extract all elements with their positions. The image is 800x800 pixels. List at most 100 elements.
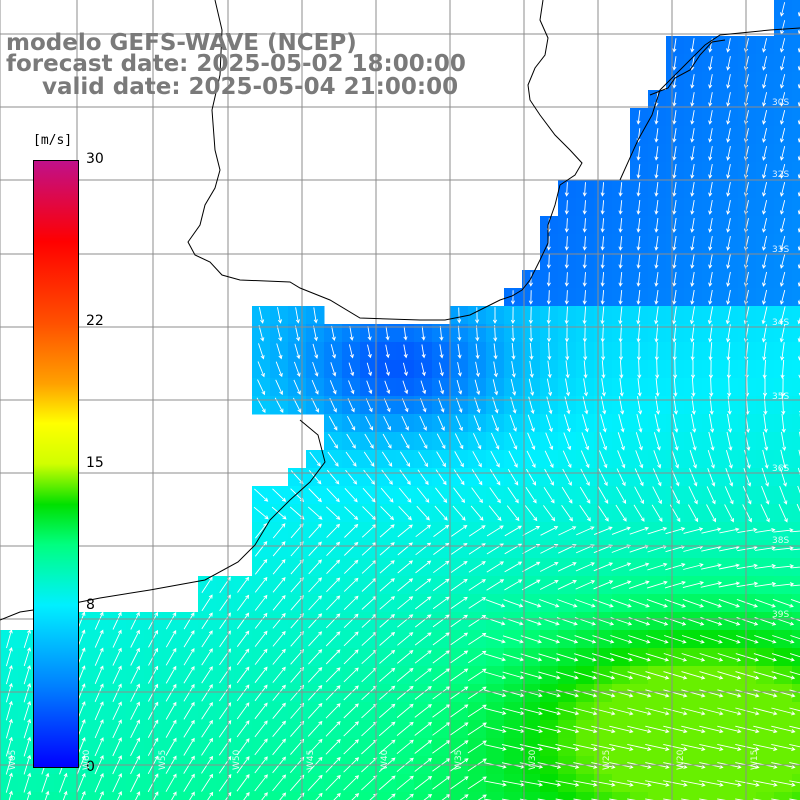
wind-vector-arrow xyxy=(610,598,632,608)
wind-speed-cell xyxy=(720,792,739,800)
wind-vector-arrow xyxy=(333,792,341,800)
wind-vector-arrow xyxy=(665,527,686,535)
wind-vector-arrow xyxy=(754,563,777,569)
wind-vector-arrow xyxy=(726,128,731,143)
wind-vector-arrow xyxy=(564,254,569,269)
wind-vector-arrow xyxy=(672,164,677,179)
wind-vector-arrow xyxy=(609,671,634,680)
wind-vector-arrow xyxy=(475,343,480,360)
wind-vector-arrow xyxy=(726,218,731,233)
wind-vector-arrow xyxy=(761,485,770,505)
wind-vector-arrow xyxy=(654,306,659,325)
wind-vector-arrow xyxy=(130,629,140,648)
wind-vector-arrow xyxy=(378,775,396,791)
wind-vector-arrow xyxy=(789,707,800,712)
wind-vector-arrow xyxy=(619,378,624,397)
colorbar xyxy=(33,160,79,768)
wind-vector-arrow xyxy=(681,635,705,644)
wind-vector-arrow xyxy=(98,790,104,800)
wind-vector-arrow xyxy=(308,595,323,611)
wind-vector-arrow xyxy=(457,343,462,359)
wind-vector-arrow xyxy=(565,342,570,361)
wind-vector-arrow xyxy=(327,451,339,467)
wind-speed-cell xyxy=(792,216,800,235)
wind-vector-arrow xyxy=(346,433,356,449)
wind-vector-arrow xyxy=(521,579,541,591)
wind-speed-cell xyxy=(450,792,469,800)
wind-vector-arrow xyxy=(112,611,122,630)
wind-vector-arrow xyxy=(486,525,504,537)
wind-speed-cell xyxy=(792,468,800,487)
wind-vector-arrow xyxy=(726,200,731,215)
wind-vector-arrow xyxy=(343,649,359,665)
wind-vector-arrow xyxy=(307,720,323,737)
wind-vector-arrow xyxy=(672,182,677,197)
wind-vector-arrow xyxy=(690,110,695,125)
wind-vector-arrow xyxy=(130,719,141,739)
longitude-label: W50 xyxy=(232,749,242,770)
wind-vector-arrow xyxy=(490,432,500,450)
wind-vector-arrow xyxy=(681,725,706,734)
wind-vector-arrow xyxy=(690,74,695,89)
wind-vector-arrow xyxy=(5,646,13,667)
wind-vector-arrow xyxy=(493,361,498,378)
wind-vector-arrow xyxy=(329,380,337,395)
wind-vector-arrow xyxy=(94,719,104,739)
wind-vector-arrow xyxy=(546,272,551,287)
wind-vector-arrow xyxy=(708,254,713,269)
wind-vector-arrow xyxy=(708,128,713,143)
wind-speed-cell xyxy=(342,792,361,800)
wind-vector-arrow xyxy=(663,780,688,787)
wind-vector-arrow xyxy=(600,306,605,325)
wind-vector-arrow xyxy=(23,700,32,721)
wind-vector-arrow xyxy=(636,396,643,415)
wind-speed-cell xyxy=(792,396,800,415)
wind-vector-arrow xyxy=(672,218,677,233)
wind-speed-cell xyxy=(792,180,800,199)
wind-vector-arrow xyxy=(718,581,741,588)
wind-vector-arrow xyxy=(379,649,396,664)
wind-vector-arrow xyxy=(753,780,778,787)
wind-vector-arrow xyxy=(362,487,376,503)
wind-vector-arrow xyxy=(236,702,250,720)
wind-vector-arrow xyxy=(754,598,776,608)
wind-vector-arrow xyxy=(94,701,104,721)
wind-vector-arrow xyxy=(593,580,614,590)
wind-vector-arrow xyxy=(779,485,788,505)
wind-vector-arrow xyxy=(402,362,408,377)
wind-vector-arrow xyxy=(591,743,616,752)
wind-vector-arrow xyxy=(779,74,786,89)
wind-vector-arrow xyxy=(555,743,580,751)
wind-vector-arrow xyxy=(325,506,341,520)
wind-vector-arrow xyxy=(580,450,590,469)
wind-vector-arrow xyxy=(484,744,507,751)
wind-vector-arrow xyxy=(699,671,724,680)
wind-vector-arrow xyxy=(397,542,413,556)
wind-vector-arrow xyxy=(780,342,785,361)
wind-vector-arrow xyxy=(201,648,213,666)
wind-vector-arrow xyxy=(396,703,414,718)
wind-vector-arrow xyxy=(634,468,644,487)
wind-vector-arrow xyxy=(636,218,641,233)
wind-vector-arrow xyxy=(272,594,286,611)
wind-vector-arrow xyxy=(708,342,713,361)
wind-vector-arrow xyxy=(420,380,427,395)
wind-speed-cell xyxy=(522,792,541,800)
wind-vector-arrow xyxy=(80,790,86,800)
wind-vector-arrow xyxy=(308,577,323,593)
wind-vector-arrow xyxy=(544,468,554,486)
wind-vector-arrow xyxy=(672,146,677,161)
wind-vector-arrow xyxy=(396,685,414,700)
wind-vector-arrow xyxy=(699,653,724,662)
wind-vector-arrow xyxy=(773,528,794,533)
wind-vector-arrow xyxy=(690,38,695,53)
wind-vector-arrow xyxy=(707,449,715,469)
wind-vector-arrow xyxy=(396,775,414,791)
wind-speed-cell xyxy=(792,414,800,433)
wind-vector-arrow xyxy=(772,564,795,569)
wind-vector-arrow xyxy=(561,486,573,504)
wind-vector-arrow xyxy=(689,450,697,469)
wind-vector-arrow xyxy=(326,559,341,575)
longitude-label: W20 xyxy=(676,749,686,770)
wind-vector-arrow xyxy=(671,450,680,469)
